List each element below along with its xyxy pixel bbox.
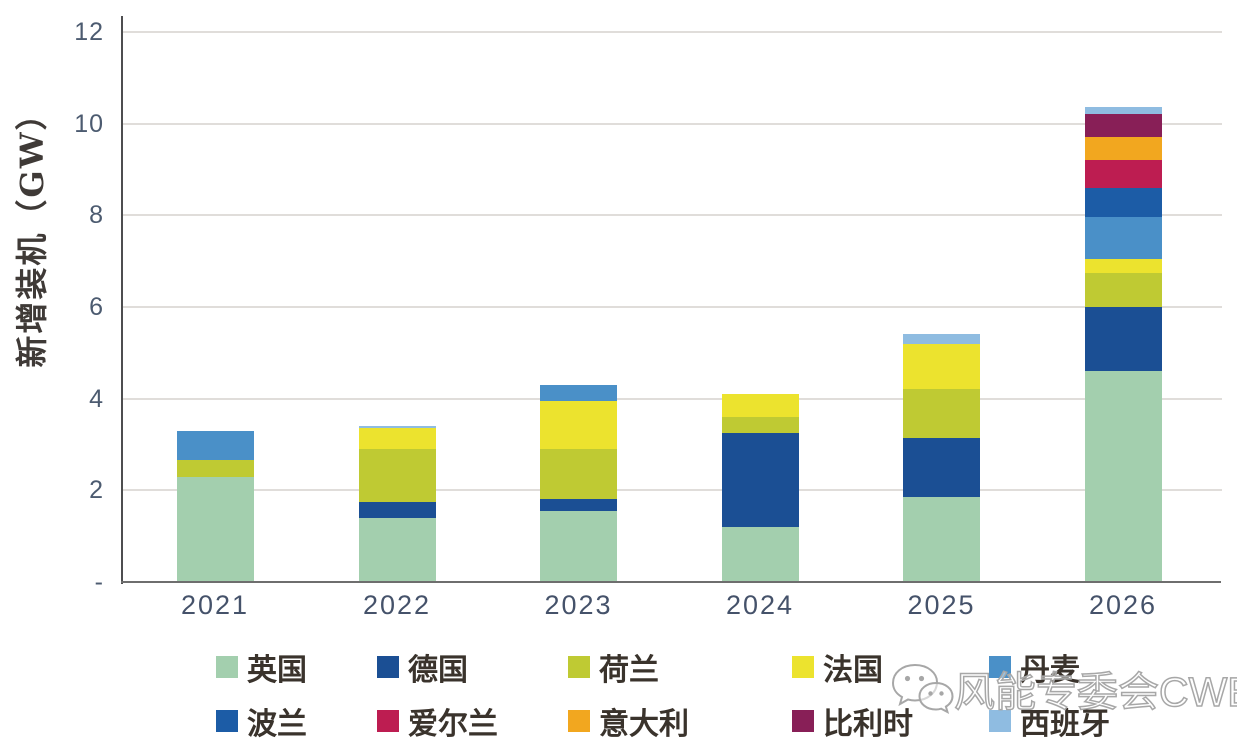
gridline-12 xyxy=(122,30,1222,33)
legend-item-德国: 德国 xyxy=(377,645,468,689)
gridline-6 xyxy=(122,305,1222,308)
legend-label-比利时: 比利时 xyxy=(823,707,913,742)
legend-label-法国: 法国 xyxy=(823,653,883,688)
bar-segment-2026-比利时 xyxy=(1084,114,1162,138)
bar-segment-2023-丹麦 xyxy=(540,384,617,401)
bar-segment-2024-德国 xyxy=(721,432,799,527)
bar-segment-2022-荷兰 xyxy=(358,449,436,502)
bar-segment-2026-丹麦 xyxy=(1084,217,1162,259)
y-tick-label-12: 12 xyxy=(74,17,104,46)
y-tick-label-8: 8 xyxy=(89,201,104,230)
legend-swatch-法国 xyxy=(792,656,814,678)
bar-segment-2023-法国 xyxy=(540,400,617,450)
legend-item-波兰: 波兰 xyxy=(216,699,307,743)
legend-label-意大利: 意大利 xyxy=(599,707,689,742)
legend-item-丹麦: 丹麦 xyxy=(989,645,1080,689)
bar-segment-2025-西班牙 xyxy=(903,334,980,344)
legend-swatch-英国 xyxy=(216,656,238,678)
bar-segment-2023-德国 xyxy=(540,499,617,511)
legend-label-德国: 德国 xyxy=(408,653,468,688)
bar-segment-2021-英国 xyxy=(176,476,254,582)
bar-segment-2026-英国 xyxy=(1084,371,1162,582)
y-tick-label-6: 6 xyxy=(89,292,104,321)
legend-item-英国: 英国 xyxy=(216,645,307,689)
legend-item-比利时: 比利时 xyxy=(792,699,913,743)
legend-swatch-波兰 xyxy=(216,710,238,732)
bar-segment-2022-法国 xyxy=(358,428,436,450)
bar-segment-2021-荷兰 xyxy=(176,460,254,477)
y-tick-label-2: 2 xyxy=(89,476,104,505)
gridline-2 xyxy=(122,489,1222,492)
legend-swatch-爱尔兰 xyxy=(377,710,399,732)
legend-item-西班牙: 西班牙 xyxy=(989,699,1110,743)
legend-swatch-西班牙 xyxy=(989,710,1011,732)
bar-segment-2026-德国 xyxy=(1084,306,1162,372)
y-tick-label-10: 10 xyxy=(74,109,104,138)
y-axis-line xyxy=(121,16,123,584)
legend-label-丹麦: 丹麦 xyxy=(1020,653,1080,688)
bar-segment-2026-意大利 xyxy=(1084,137,1162,161)
bar-segment-2025-德国 xyxy=(903,437,980,498)
gridline-10 xyxy=(122,122,1222,125)
x-tick-label-2022: 2022 xyxy=(362,590,432,620)
legend-item-爱尔兰: 爱尔兰 xyxy=(377,699,498,743)
bar-segment-2023-荷兰 xyxy=(540,449,617,500)
x-tick-label-2023: 2023 xyxy=(544,590,613,620)
legend-label-英国: 英国 xyxy=(247,653,307,688)
legend-swatch-比利时 xyxy=(792,710,814,732)
y-tick-label-4: 4 xyxy=(89,384,104,413)
legend-label-爱尔兰: 爱尔兰 xyxy=(408,707,498,742)
x-tick-label-2026: 2026 xyxy=(1088,590,1158,620)
bar-segment-2026-爱尔兰 xyxy=(1084,160,1162,188)
bar-segment-2022-西班牙 xyxy=(358,426,436,429)
bar-segment-2026-西班牙 xyxy=(1084,107,1162,115)
gridline-4 xyxy=(122,397,1222,400)
legend-label-波兰: 波兰 xyxy=(247,707,307,742)
legend-label-荷兰: 荷兰 xyxy=(599,653,659,688)
legend-label-西班牙: 西班牙 xyxy=(1020,707,1110,742)
legend-swatch-意大利 xyxy=(568,710,590,732)
bar-segment-2022-德国 xyxy=(358,501,436,518)
bar-segment-2022-英国 xyxy=(358,517,436,582)
bar-segment-2023-英国 xyxy=(540,510,617,582)
legend-swatch-丹麦 xyxy=(989,656,1011,678)
x-tick-label-2021: 2021 xyxy=(180,590,250,620)
legend-swatch-德国 xyxy=(377,656,399,678)
y-tick-label-0: - xyxy=(94,568,104,596)
legend-item-意大利: 意大利 xyxy=(568,699,689,743)
gridline-8 xyxy=(122,214,1222,217)
x-tick-label-2024: 2024 xyxy=(725,590,795,620)
bar-segment-2026-波兰 xyxy=(1084,187,1162,218)
bar-segment-2021-丹麦 xyxy=(176,430,254,461)
bar-segment-2025-英国 xyxy=(903,497,980,582)
x-axis-line xyxy=(121,581,1221,583)
bar-segment-2024-法国 xyxy=(721,394,799,417)
legend-item-法国: 法国 xyxy=(792,645,883,689)
bar-segment-2024-荷兰 xyxy=(721,416,799,433)
bar-segment-2026-法国 xyxy=(1084,258,1162,273)
bar-segment-2024-英国 xyxy=(721,526,799,582)
legend-item-荷兰: 荷兰 xyxy=(568,645,659,689)
legend-swatch-荷兰 xyxy=(568,656,590,678)
x-tick-label-2025: 2025 xyxy=(907,590,976,620)
bar-segment-2025-荷兰 xyxy=(903,389,980,438)
bar-segment-2026-荷兰 xyxy=(1084,272,1162,307)
bar-segment-2025-法国 xyxy=(903,343,980,390)
